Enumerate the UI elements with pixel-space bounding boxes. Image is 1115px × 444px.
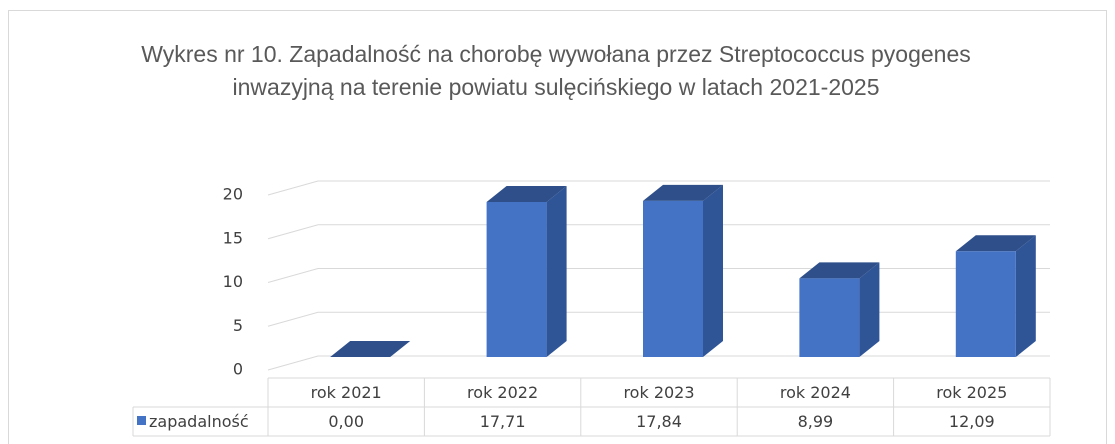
grid-line — [267, 180, 1050, 196]
bar-front — [643, 200, 703, 357]
data-label: 17,84 — [636, 412, 682, 431]
bar-top — [643, 184, 723, 201]
bar-front — [486, 202, 547, 357]
grid-line — [267, 224, 1050, 240]
bar — [955, 235, 1036, 357]
bar-front — [799, 278, 860, 357]
bar-top — [955, 235, 1036, 252]
bar-side — [859, 262, 880, 357]
grid-line — [267, 268, 1050, 283]
bar-top — [330, 341, 411, 357]
y-tick-label: 15 — [223, 228, 243, 247]
data-label: 0,00 — [328, 412, 364, 431]
y-tick-label: 5 — [233, 316, 243, 335]
x-tick-label: rok 2022 — [467, 383, 538, 402]
x-tick-label: rok 2025 — [936, 383, 1007, 402]
data-label: 8,99 — [798, 412, 834, 431]
x-tick-label: rok 2021 — [311, 383, 382, 402]
bar-top — [486, 186, 567, 203]
bar — [486, 186, 567, 357]
bar — [330, 341, 411, 357]
bar — [799, 262, 880, 357]
y-tick-label: 10 — [223, 272, 243, 291]
chart-title: inwazyjną na terenie powiatu sulęcińskie… — [233, 74, 880, 100]
data-label: 12,09 — [949, 412, 995, 431]
bar — [643, 184, 723, 357]
legend-label: zapadalność — [149, 412, 249, 431]
x-tick-label: rok 2023 — [623, 383, 694, 402]
table-grid — [132, 377, 1051, 437]
y-tick-label: 20 — [223, 185, 243, 204]
legend-swatch — [137, 416, 146, 425]
data-label: 17,71 — [480, 412, 526, 431]
bar-side — [1015, 235, 1036, 357]
bar-top — [799, 262, 880, 279]
bar-side — [703, 184, 723, 357]
bar-front — [955, 251, 1016, 357]
x-tick-label: rok 2024 — [780, 383, 851, 402]
y-tick-label: 0 — [233, 360, 243, 379]
bar-side — [546, 186, 567, 357]
chart-title: Wykres nr 10. Zapadalność na chorobę wyw… — [141, 41, 971, 67]
